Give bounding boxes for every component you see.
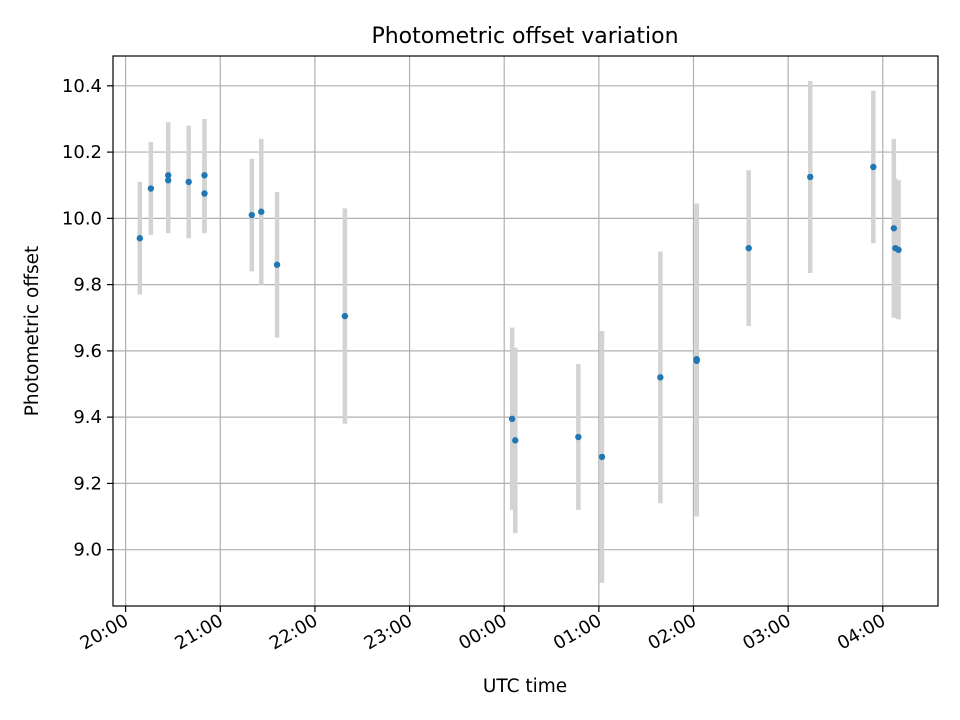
data-point xyxy=(201,190,208,197)
y-tick-label: 9.2 xyxy=(73,473,102,494)
data-point xyxy=(341,312,349,320)
chart-title: Photometric offset variation xyxy=(371,24,678,49)
y-tick-label: 10.0 xyxy=(62,208,102,229)
data-point xyxy=(258,208,265,215)
data-point xyxy=(136,235,144,242)
data-point xyxy=(147,185,155,192)
data-point xyxy=(745,244,752,252)
data-point xyxy=(185,178,192,186)
data-point xyxy=(512,437,519,444)
y-tick-label: 9.6 xyxy=(73,341,102,362)
data-point xyxy=(890,225,898,232)
data-points xyxy=(136,163,902,461)
data-point xyxy=(165,177,172,184)
grid-lines xyxy=(113,56,938,606)
data-point xyxy=(248,211,256,219)
data-point xyxy=(870,163,877,171)
y-axis-ticks: 9.0 9.2 9.4 9.6 9.8 10.0 10.2 10.4 xyxy=(62,76,113,561)
data-point xyxy=(807,173,814,181)
data-point xyxy=(895,246,902,254)
y-tick-label: 9.0 xyxy=(73,540,102,561)
data-point xyxy=(598,453,606,461)
y-axis-label: Photometric offset xyxy=(22,246,43,417)
plot-frame xyxy=(112,55,939,607)
y-tick-label: 10.2 xyxy=(62,142,102,163)
data-point xyxy=(575,433,582,441)
data-point xyxy=(273,261,281,268)
y-tick-label: 9.8 xyxy=(73,275,102,296)
y-tick-label: 10.4 xyxy=(62,76,102,97)
data-point xyxy=(508,415,516,423)
y-tick-label: 9.4 xyxy=(73,407,102,428)
x-axis-label: UTC time xyxy=(483,676,567,697)
data-point xyxy=(693,357,700,365)
data-point xyxy=(165,172,172,179)
data-point xyxy=(201,172,208,179)
data-point xyxy=(657,374,664,381)
